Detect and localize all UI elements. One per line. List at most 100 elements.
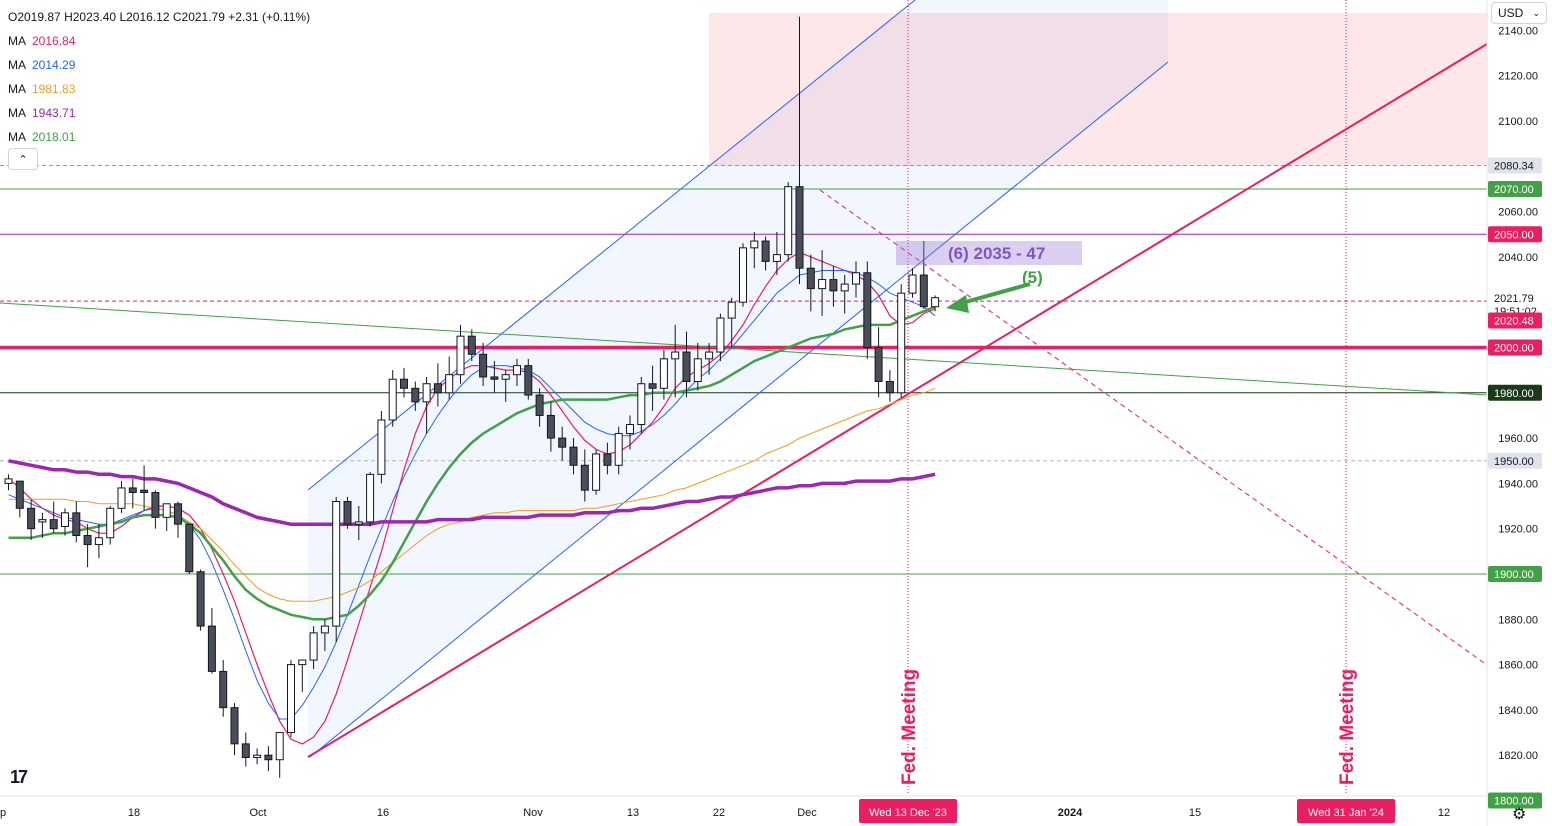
price-badge-label: 2020.48 xyxy=(1494,316,1534,328)
price-badge-label: 2021.79 xyxy=(1494,293,1534,305)
candle xyxy=(456,324,465,384)
candle xyxy=(241,732,250,767)
price-badge xyxy=(1488,157,1542,174)
candle xyxy=(253,748,262,765)
candle xyxy=(72,501,81,543)
candle xyxy=(354,506,363,541)
candle-body xyxy=(15,480,24,509)
candle xyxy=(897,284,906,398)
candle xyxy=(287,660,295,738)
time-highlight-label: Wed 31 Jan '24 xyxy=(1308,807,1384,819)
time-tick-label: p xyxy=(0,807,6,819)
candle xyxy=(863,261,872,359)
candle xyxy=(140,465,149,511)
ma-value: 2016.84 xyxy=(32,34,76,48)
price-badge-label: 2080.34 xyxy=(1494,161,1534,173)
price-tick-label: 1940.00 xyxy=(1498,478,1538,490)
price-badge xyxy=(1488,180,1542,197)
candle xyxy=(931,295,940,312)
candle-body xyxy=(614,433,623,466)
candle xyxy=(445,356,454,400)
candle xyxy=(784,182,793,262)
candle xyxy=(309,626,318,670)
candle-body xyxy=(772,254,781,262)
candle xyxy=(332,496,341,642)
ma-row-2[interactable]: MA 2014.29 xyxy=(8,53,310,77)
long-trend-line xyxy=(0,302,1488,396)
currency-select[interactable]: USD ⌄ xyxy=(1491,2,1547,24)
candle-body xyxy=(693,358,702,382)
candle xyxy=(275,732,284,778)
candle xyxy=(637,376,646,434)
candle xyxy=(603,442,612,475)
candle xyxy=(772,231,781,276)
candle xyxy=(546,401,555,452)
ma-row-4[interactable]: MA 1943.71 xyxy=(8,101,310,125)
candle xyxy=(885,370,894,402)
candle-body xyxy=(207,625,216,672)
price-badge xyxy=(1488,290,1542,307)
gear-icon[interactable]: ⚙ xyxy=(1512,806,1527,823)
arrow-icon xyxy=(946,295,969,313)
ohlc-row: O2019.87 H2023.40 L2016.12 C2021.79 +2.3… xyxy=(8,5,310,29)
ma-row-3[interactable]: MA 1981.83 xyxy=(8,77,310,101)
ma-row-1[interactable]: MA 2016.84 xyxy=(8,29,310,53)
candle xyxy=(15,480,24,518)
candle-body xyxy=(366,473,375,523)
candle xyxy=(569,438,578,475)
candle-body xyxy=(829,279,838,292)
candle-body xyxy=(705,351,714,360)
candle-body xyxy=(490,376,499,380)
candle xyxy=(94,524,103,559)
candle xyxy=(580,449,589,502)
open-value: O2019.87 xyxy=(8,10,61,24)
legend-collapse-button[interactable]: ⌃ xyxy=(8,148,38,170)
candle xyxy=(671,324,680,398)
candle-body xyxy=(61,512,69,527)
candle-body xyxy=(332,501,341,627)
level-label: 1900 xyxy=(1438,0,1478,4)
candle-body xyxy=(603,453,612,466)
candle xyxy=(919,241,928,309)
candle-body xyxy=(253,754,262,758)
price-badge-label: 2050.00 xyxy=(1494,229,1534,241)
candle xyxy=(27,499,36,541)
candle xyxy=(162,503,171,531)
candle xyxy=(49,501,58,534)
candle xyxy=(535,388,544,427)
ma-value: 1981.83 xyxy=(32,82,76,96)
price-tick-label: 2040.00 xyxy=(1498,252,1538,264)
projection-line xyxy=(819,189,1488,666)
candle xyxy=(343,496,352,529)
ma-label: MA xyxy=(8,82,26,96)
candle-body xyxy=(185,523,194,573)
price-tick-label: 1880.00 xyxy=(1498,614,1538,626)
candle xyxy=(558,426,567,461)
candle-body xyxy=(196,571,205,627)
candle-body xyxy=(535,394,544,416)
candle-body xyxy=(162,503,171,518)
candle-body xyxy=(479,353,488,378)
fed-meeting-label: Fed. Meeting xyxy=(899,669,920,785)
candle xyxy=(207,607,216,674)
ma-line-5 xyxy=(8,459,936,526)
candle xyxy=(479,342,488,387)
candle-body xyxy=(4,478,13,484)
price-badge xyxy=(1488,226,1542,243)
candle xyxy=(852,261,860,298)
price-tick-label: 1960.00 xyxy=(1498,433,1538,445)
candle-body xyxy=(287,664,295,734)
candle xyxy=(524,358,533,400)
candle-body xyxy=(219,670,228,709)
candle xyxy=(626,415,634,450)
ma-row-5[interactable]: MA 2018.01 xyxy=(8,125,310,149)
candle-body xyxy=(388,378,397,421)
ma-label: MA xyxy=(8,106,26,120)
currency-label: USD xyxy=(1498,6,1524,20)
candle-body xyxy=(569,446,578,466)
candle xyxy=(648,365,657,411)
candle-body xyxy=(501,374,510,380)
candle xyxy=(659,349,668,400)
